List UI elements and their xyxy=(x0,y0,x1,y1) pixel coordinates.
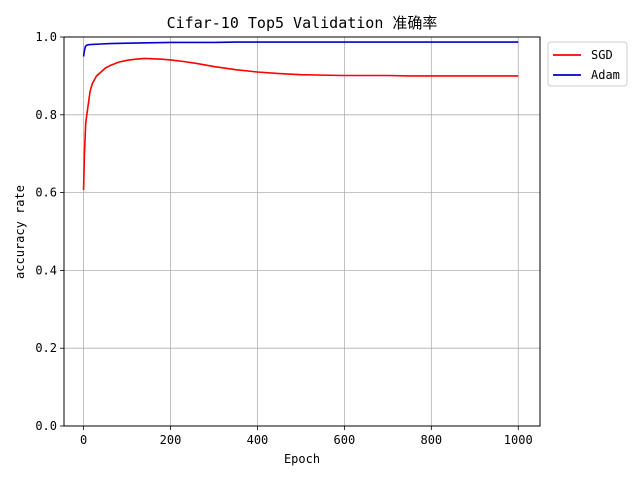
x-tick-label: 0 xyxy=(80,433,87,447)
y-tick-label: 0.6 xyxy=(35,186,57,200)
y-tick-label: 0.2 xyxy=(35,341,57,355)
legend-label-sgd: SGD xyxy=(591,48,613,62)
chart-title: Cifar-10 Top5 Validation 准确率 xyxy=(167,14,438,32)
x-tick-label: 600 xyxy=(334,433,356,447)
y-tick-label: 0.8 xyxy=(35,108,57,122)
x-tick-label: 1000 xyxy=(504,433,533,447)
y-tick-label: 0.4 xyxy=(35,263,57,277)
legend-label-adam: Adam xyxy=(591,68,620,82)
plot-frame xyxy=(63,36,541,427)
series-line-sgd xyxy=(82,57,519,190)
x-tick-label: 200 xyxy=(160,433,182,447)
series-line-adam xyxy=(82,41,519,57)
y-axis-label: accuracy rate xyxy=(13,185,27,279)
y-tick-label: 0.0 xyxy=(35,419,57,433)
series-layer xyxy=(82,41,519,190)
grid xyxy=(64,36,540,427)
x-tick-label: 800 xyxy=(420,433,442,447)
y-axis: 0.0 0.2 0.4 0.6 0.8 1.0 xyxy=(35,30,64,433)
legend: SGD Adam xyxy=(547,41,628,87)
x-tick-label: 400 xyxy=(247,433,269,447)
y-tick-label: 1.0 xyxy=(35,30,57,44)
x-axis: 0 200 400 600 800 1000 xyxy=(80,426,533,447)
x-axis-label: Epoch xyxy=(284,452,320,466)
